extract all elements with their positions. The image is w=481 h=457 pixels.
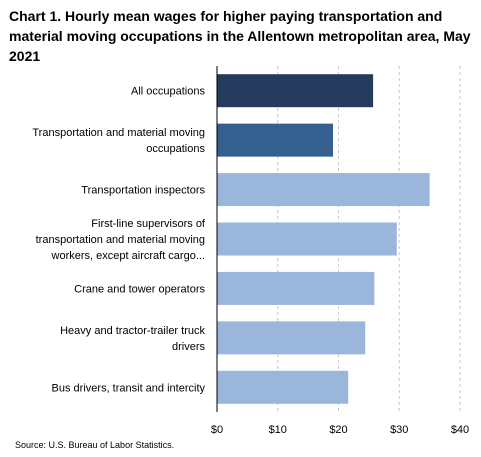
x-tick-label: $0 [211, 424, 223, 436]
x-tick-label: $40 [451, 424, 469, 436]
category-label: workers, except aircraft cargo... [51, 250, 205, 262]
category-label: All occupations [131, 86, 205, 98]
x-tick-label: $30 [390, 424, 408, 436]
source-note: Source: U.S. Bureau of Labor Statistics. [15, 440, 175, 450]
chart-title: Chart 1. Hourly mean wages for higher pa… [9, 8, 471, 64]
category-label: Heavy and tractor-trailer truck [60, 325, 205, 337]
bar [217, 222, 397, 256]
category-label: Bus drivers, transit and intercity [52, 382, 206, 394]
category-label: Transportation and material moving [32, 127, 205, 139]
category-label: drivers [172, 341, 206, 353]
category-label: occupations [146, 143, 205, 155]
x-tick-label: $20 [329, 424, 347, 436]
x-tick-label: $10 [269, 424, 287, 436]
category-label: First-line supervisors of [91, 218, 206, 230]
bar [217, 74, 374, 108]
bar [217, 370, 349, 404]
bar [217, 271, 375, 305]
bar [217, 321, 366, 355]
category-label: transportation and material moving [36, 234, 205, 246]
bar [217, 123, 334, 157]
category-label: Crane and tower operators [74, 283, 205, 295]
bar [217, 173, 430, 207]
category-label: Transportation inspectors [81, 185, 205, 197]
